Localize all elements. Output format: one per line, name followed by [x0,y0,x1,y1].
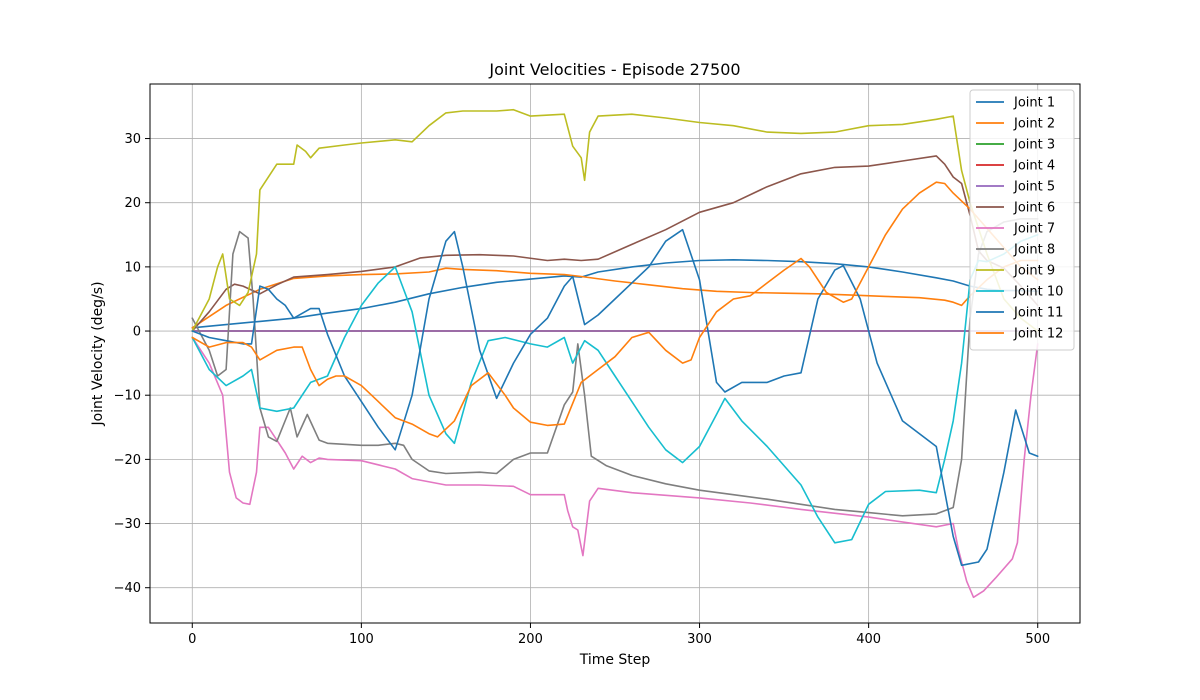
legend-label: Joint 11 [1013,306,1063,321]
series-line [191,181,1039,438]
series-line [191,218,1039,517]
series-line [191,228,1039,567]
x-axis-label: Time Step [579,652,651,668]
legend-label: Joint 6 [1013,201,1055,216]
y-axis-label: Joint Velocity (deg/s) [90,281,106,426]
plot-frame [149,83,1081,624]
series-lines [191,108,1039,599]
x-tick-label: 0 [188,632,196,647]
y-tick-label: 30 [124,132,141,147]
legend-label: Joint 4 [1013,159,1055,174]
legend: Joint 1 Joint 2 Joint 3 Joint 4 Joint 5 Joint… [969,89,1075,351]
series-line [191,108,1039,332]
y-tick-label: −10 [114,389,141,404]
series-line [191,259,1039,329]
legend-label: Joint 9 [1013,264,1055,279]
legend-label: Joint 3 [1013,138,1055,153]
series-line [191,336,1039,599]
y-tick-label: −20 [114,453,141,468]
series-line [191,155,1039,332]
legend-label: Joint 5 [1013,180,1055,195]
legend-label: Joint 10 [1013,285,1063,300]
legend-label: Joint 1 [1013,96,1055,111]
y-tick-label: 0 [133,325,141,340]
legend-label: Joint 12 [1013,327,1063,342]
x-tick-label: 100 [349,632,374,647]
y-tick-label: −30 [114,517,141,532]
series-line [191,259,1039,329]
x-tick-label: 200 [518,632,543,647]
legend-box [969,89,1075,351]
legend-label: Joint 8 [1013,243,1055,258]
y-tick-label: 20 [124,196,141,211]
axis-ticks: 0 100 200 300 400 500 −40 −30 −20 −10 0 10 20 30 [114,132,1051,647]
y-tick-label: 10 [124,260,141,275]
legend-label: Joint 2 [1013,117,1055,132]
x-tick-label: 400 [856,632,881,647]
legend-label: Joint 7 [1013,222,1055,237]
y-tick-label: −40 [114,581,141,596]
x-tick-label: 300 [687,632,712,647]
x-tick-label: 500 [1025,632,1050,647]
chart-title: Joint Velocities - Episode 27500 [488,60,740,79]
